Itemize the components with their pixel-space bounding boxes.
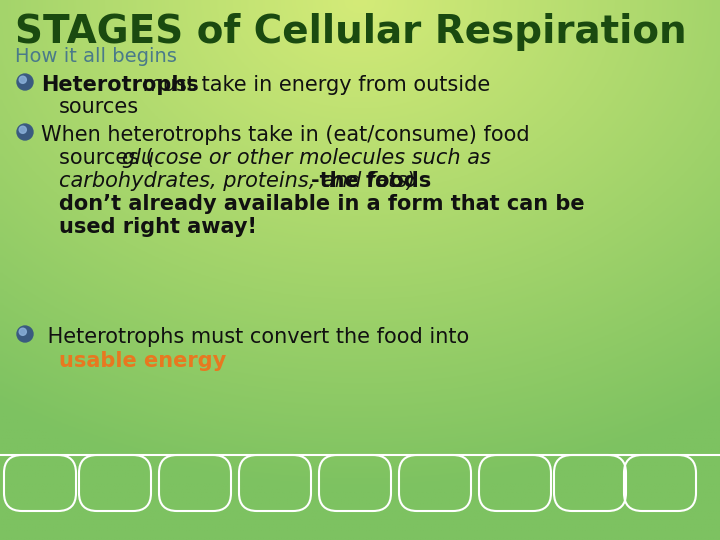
Text: sources: sources	[59, 97, 139, 117]
Text: How it all begins: How it all begins	[15, 47, 177, 66]
Text: -the foods: -the foods	[311, 171, 431, 191]
Circle shape	[17, 124, 33, 140]
Text: carbohydrates, proteins, and fats): carbohydrates, proteins, and fats)	[59, 171, 415, 191]
Circle shape	[19, 126, 27, 133]
Circle shape	[19, 76, 27, 83]
Text: glucose or other molecules such as: glucose or other molecules such as	[122, 148, 491, 168]
Text: STAGES of Cellular Respiration: STAGES of Cellular Respiration	[15, 13, 687, 51]
Text: When heterotrophs take in (eat/consume) food: When heterotrophs take in (eat/consume) …	[41, 125, 530, 145]
Text: must take in energy from outside: must take in energy from outside	[136, 75, 490, 95]
Circle shape	[19, 328, 27, 335]
Circle shape	[17, 326, 33, 342]
Text: usable energy: usable energy	[59, 351, 226, 371]
Text: used right away!: used right away!	[59, 217, 257, 237]
Text: sources (: sources (	[59, 148, 154, 168]
Text: Heterotrophs must convert the food into: Heterotrophs must convert the food into	[41, 327, 469, 347]
Text: don’t already available in a form that can be: don’t already available in a form that c…	[59, 194, 585, 214]
Circle shape	[17, 74, 33, 90]
Text: Heterotrophs: Heterotrophs	[41, 75, 199, 95]
